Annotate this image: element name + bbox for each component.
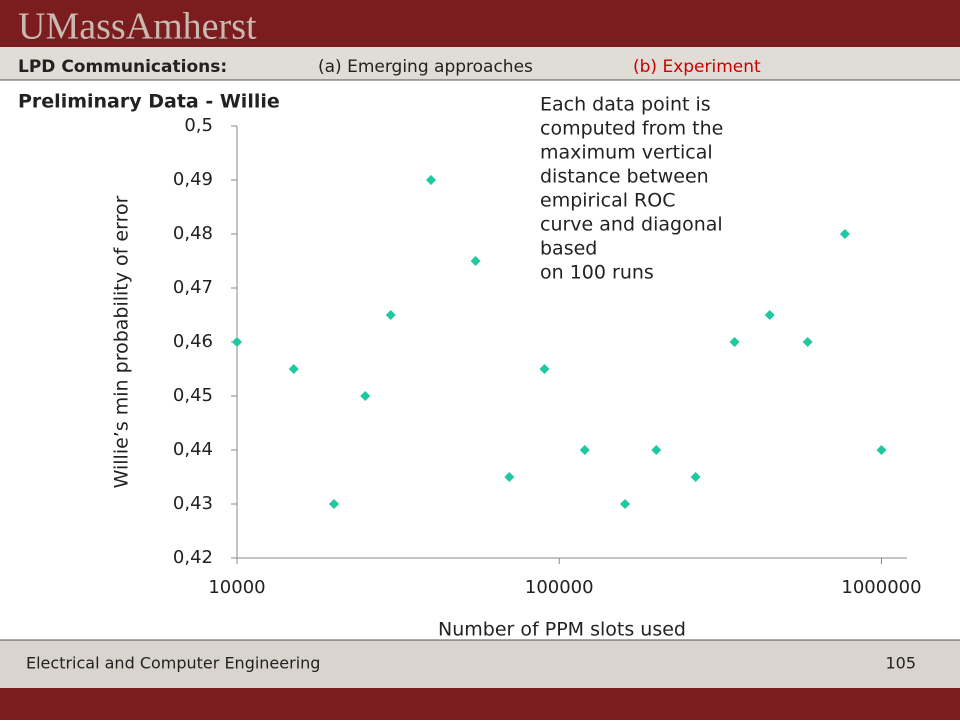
slide-title: Preliminary Data - Willie [18, 91, 280, 113]
annotation: maximum vertical [540, 142, 713, 164]
point [539, 364, 550, 374]
point [329, 499, 340, 509]
point [385, 310, 396, 320]
annotation: curve and diagonal [540, 214, 723, 236]
annotation: distance between [540, 166, 709, 188]
point [620, 499, 631, 509]
logo: UMassAmherst [18, 6, 257, 48]
page-number: 105 [885, 654, 916, 673]
y-tick-label: 0,48 [173, 223, 213, 244]
tab: (a) Emerging approaches [318, 57, 533, 77]
annotation: based [540, 238, 597, 260]
y-tick-label: 0,47 [173, 277, 213, 298]
point [876, 445, 887, 455]
point [764, 310, 775, 320]
annotation: computed from the [540, 118, 723, 140]
point [839, 229, 850, 239]
tab: (b) Experiment [633, 57, 761, 77]
y-tick-label: 0,42 [173, 547, 213, 568]
x-tick-label: 1000000 [841, 577, 921, 598]
point [729, 337, 740, 347]
annotation: empirical ROC [540, 190, 675, 212]
course: LPD Communications: [18, 57, 227, 77]
annotation: Each data point is [540, 94, 711, 116]
top-band [0, 0, 960, 47]
point [579, 445, 590, 455]
point [651, 445, 662, 455]
point [802, 337, 813, 347]
footer-text: Electrical and Computer Engineering [26, 654, 320, 673]
bottom-band [0, 688, 960, 720]
point [690, 472, 701, 482]
x-tick-label: 100000 [525, 577, 594, 598]
point [360, 391, 371, 401]
x-tick-label: 10000 [208, 577, 265, 598]
y-tick-label: 0,5 [184, 115, 213, 136]
nav-band [0, 47, 960, 80]
footer-band [0, 640, 960, 688]
point [288, 364, 299, 374]
y-tick-label: 0,46 [173, 331, 213, 352]
y-tick-label: 0,44 [173, 439, 213, 460]
point [426, 175, 437, 185]
annotation: on 100 runs [540, 262, 654, 284]
y-axis-title: Willie’s min probability of error [111, 195, 133, 488]
point [504, 472, 515, 482]
y-tick-label: 0,45 [173, 385, 213, 406]
point [470, 256, 481, 266]
y-tick-label: 0,43 [173, 493, 213, 514]
point [232, 337, 242, 347]
y-tick-label: 0,49 [173, 169, 213, 190]
x-axis-title: Number of PPM slots used [438, 619, 686, 641]
